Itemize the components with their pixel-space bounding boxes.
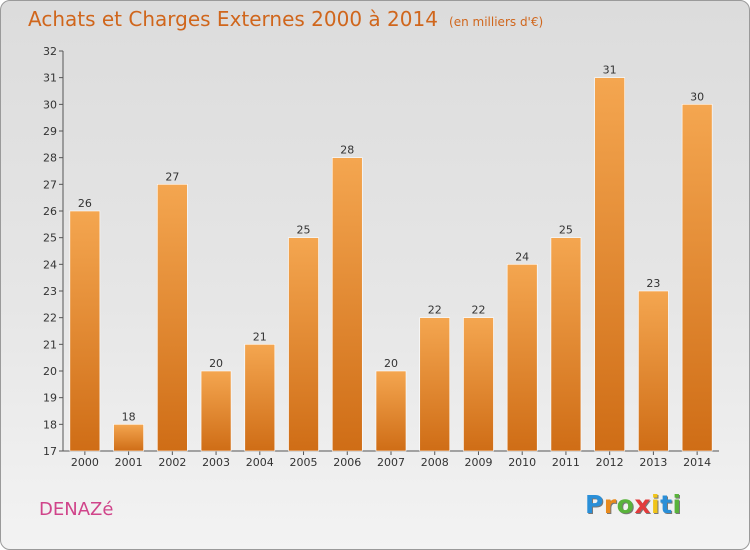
x-tick-label: 2014	[683, 456, 711, 469]
y-tick-label: 22	[43, 312, 57, 325]
x-tick-label: 2008	[421, 456, 449, 469]
value-label: 31	[603, 64, 617, 77]
chart-value-labels: 26 18 27 20 21 25 28 20 22 22 24 25 31 23 30	[78, 64, 704, 424]
commune-name: DENAZé	[39, 499, 114, 520]
bar	[113, 424, 144, 452]
y-tick-label: 28	[43, 152, 57, 165]
y-tick-label: 17	[43, 445, 57, 458]
value-label: 25	[559, 224, 573, 237]
x-tick-label: 2005	[290, 456, 318, 469]
y-tick-label: 31	[43, 72, 57, 85]
bar	[506, 264, 538, 452]
value-label: 27	[165, 170, 179, 183]
y-tick-label: 30	[43, 98, 57, 111]
x-tick-label: 2006	[333, 456, 361, 469]
logo-letter: i	[651, 490, 661, 519]
y-tick-label: 20	[43, 365, 57, 378]
y-tick-label: 29	[43, 125, 57, 138]
logo-letter: r	[603, 490, 617, 519]
x-tick-label: 2013	[639, 456, 667, 469]
y-tick-label: 24	[43, 258, 57, 271]
y-tick-label: 19	[43, 392, 57, 405]
x-tick-label: 2010	[508, 456, 536, 469]
logo-letter: t	[660, 490, 673, 519]
proxiti-logo: Proxiti	[585, 490, 682, 519]
x-tick-label: 2012	[596, 456, 624, 469]
x-tick-label: 2002	[158, 456, 186, 469]
y-tick-label: 26	[43, 205, 57, 218]
chart-unit-note: (en milliers d'€)	[449, 15, 544, 29]
value-label: 25	[297, 224, 311, 237]
value-label: 22	[471, 304, 485, 317]
value-label: 20	[209, 357, 223, 370]
x-tick-label: 2004	[246, 456, 274, 469]
bar	[288, 237, 319, 452]
logo-letter: i	[672, 490, 682, 519]
value-label: 28	[340, 144, 354, 157]
x-tick-label: 2011	[552, 456, 580, 469]
logo-letter: P	[585, 490, 604, 519]
x-tick-label: 2009	[464, 456, 492, 469]
value-label: 26	[78, 197, 92, 210]
value-label: 21	[253, 330, 267, 343]
x-tick-label: 2001	[115, 456, 143, 469]
bar	[244, 344, 276, 452]
chart-title: Achats et Charges Externes 2000 à 2014	[28, 7, 438, 31]
value-label: 24	[515, 250, 529, 263]
bar	[157, 184, 188, 452]
bar	[638, 290, 669, 452]
bar	[69, 210, 101, 452]
chart-axes: 17 18 19 20 21 22 23 24 25 26 27 28 29 30 31 32 2000 2001…	[43, 45, 719, 469]
bar	[200, 370, 232, 452]
value-label: 23	[646, 277, 660, 290]
bar	[681, 104, 713, 452]
chart-bars	[69, 77, 713, 452]
x-tick-label: 2000	[71, 456, 99, 469]
logo-letter: x	[634, 490, 651, 519]
value-label: 18	[122, 410, 136, 423]
value-label: 20	[384, 357, 398, 370]
y-tick-label: 21	[43, 338, 57, 351]
y-tick-label: 32	[43, 45, 57, 58]
logo-letter: o	[616, 490, 635, 519]
y-tick-label: 18	[43, 418, 57, 431]
bar	[550, 237, 582, 452]
bar	[331, 157, 363, 452]
y-tick-label: 23	[43, 285, 57, 298]
y-tick-label: 27	[43, 178, 57, 191]
bar	[375, 370, 407, 452]
bar	[463, 317, 494, 452]
bar	[419, 317, 451, 452]
y-tick-label: 25	[43, 232, 57, 245]
bar	[594, 77, 625, 452]
value-label: 30	[690, 90, 704, 103]
x-tick-label: 2003	[202, 456, 230, 469]
chart-title-block: Achats et Charges Externes 2000 à 2014 (…	[28, 7, 543, 31]
x-tick-label: 2007	[377, 456, 405, 469]
value-label: 22	[428, 304, 442, 317]
